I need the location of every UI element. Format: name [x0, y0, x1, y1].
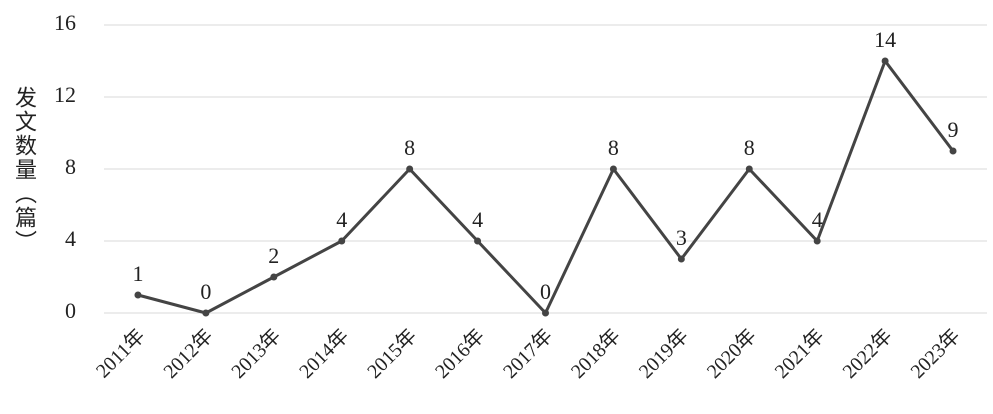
x-tick-label: 2015年	[362, 324, 421, 383]
point	[813, 237, 821, 245]
point	[202, 309, 210, 317]
point	[609, 165, 617, 173]
data-label: 8	[608, 135, 619, 160]
data-label: 3	[676, 225, 687, 250]
y-tick-label: 0	[65, 298, 76, 323]
line-series	[137, 59, 955, 315]
point	[542, 309, 549, 317]
x-tick-label: 2023年	[906, 324, 965, 383]
y-axis-label: 发文数量（篇）	[12, 86, 37, 254]
x-tick-label: 2017年	[498, 324, 557, 383]
y-tick-label: 4	[65, 226, 76, 251]
x-tick-label: 2014年	[295, 324, 354, 383]
y-tick-label: 12	[54, 82, 76, 107]
data-label: 0	[540, 279, 551, 304]
point	[270, 273, 278, 281]
point	[881, 57, 889, 65]
x-tick-label: 2011年	[91, 324, 149, 382]
data-label: 8	[744, 135, 755, 160]
x-tick-label: 2020年	[702, 324, 761, 383]
x-tick-label: 2022年	[838, 324, 897, 383]
x-tick-label: 2018年	[566, 324, 625, 383]
y-tick-label: 16	[54, 10, 76, 35]
data-label: 4	[336, 207, 347, 232]
data-label: 9	[948, 117, 959, 142]
point	[474, 237, 482, 245]
point	[745, 165, 753, 173]
point	[949, 147, 957, 155]
x-tick-label: 2016年	[430, 324, 489, 383]
x-tick-label: 2013年	[227, 324, 286, 383]
data-label: 4	[472, 207, 483, 232]
y-tick-label: 8	[65, 154, 76, 179]
x-tick-label: 2021年	[770, 324, 829, 383]
data-label: 4	[812, 207, 823, 232]
data-label: 14	[874, 27, 896, 52]
data-label: 1	[132, 261, 143, 286]
data-label: 2	[268, 243, 279, 268]
point	[338, 237, 346, 245]
data-label: 0	[200, 279, 211, 304]
x-tick-label: 2019年	[634, 324, 693, 383]
point	[134, 291, 142, 299]
point	[406, 165, 414, 173]
data-label: 8	[404, 135, 415, 160]
x-tick-label: 2012年	[159, 324, 218, 383]
point	[677, 255, 685, 263]
